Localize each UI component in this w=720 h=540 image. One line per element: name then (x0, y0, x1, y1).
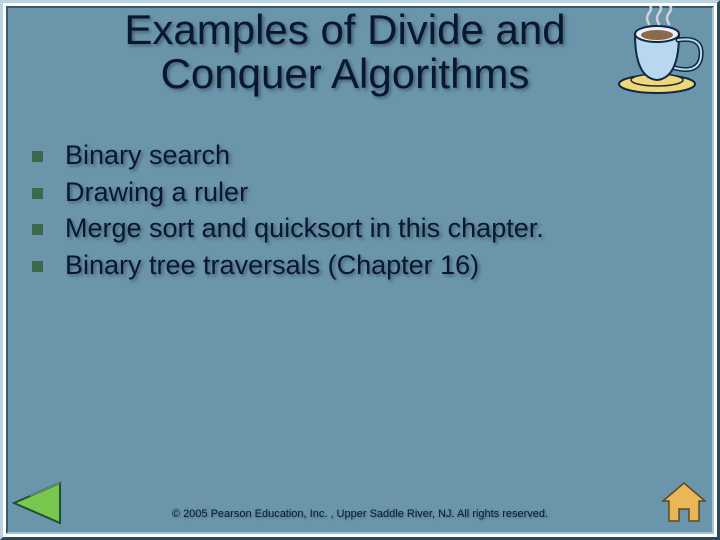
bullet-icon (32, 151, 43, 162)
list-item: Drawing a ruler (32, 175, 690, 210)
back-button[interactable] (12, 481, 64, 530)
copyright-footer: © 2005 Pearson Education, Inc. , Upper S… (0, 508, 720, 520)
slide: Examples of Divide and Conquer Algorithm… (0, 0, 720, 540)
coffee-liquid (641, 30, 673, 40)
bullet-icon (32, 224, 43, 235)
bullet-text: Binary tree traversals (Chapter 16) (65, 248, 479, 283)
home-button[interactable] (660, 481, 708, 530)
steam-icon (647, 6, 651, 24)
bullet-list: Binary search Drawing a ruler Merge sort… (32, 138, 690, 284)
back-arrow-icon (14, 483, 60, 523)
slide-title: Examples of Divide and Conquer Algorithm… (60, 8, 630, 96)
bullet-icon (32, 188, 43, 199)
bullet-text: Binary search (65, 138, 230, 173)
list-item: Binary search (32, 138, 690, 173)
list-item: Binary tree traversals (Chapter 16) (32, 248, 690, 283)
list-item: Merge sort and quicksort in this chapter… (32, 211, 690, 246)
bullet-text: Drawing a ruler (65, 175, 248, 210)
bullet-text: Merge sort and quicksort in this chapter… (65, 211, 544, 246)
bullet-icon (32, 261, 43, 272)
